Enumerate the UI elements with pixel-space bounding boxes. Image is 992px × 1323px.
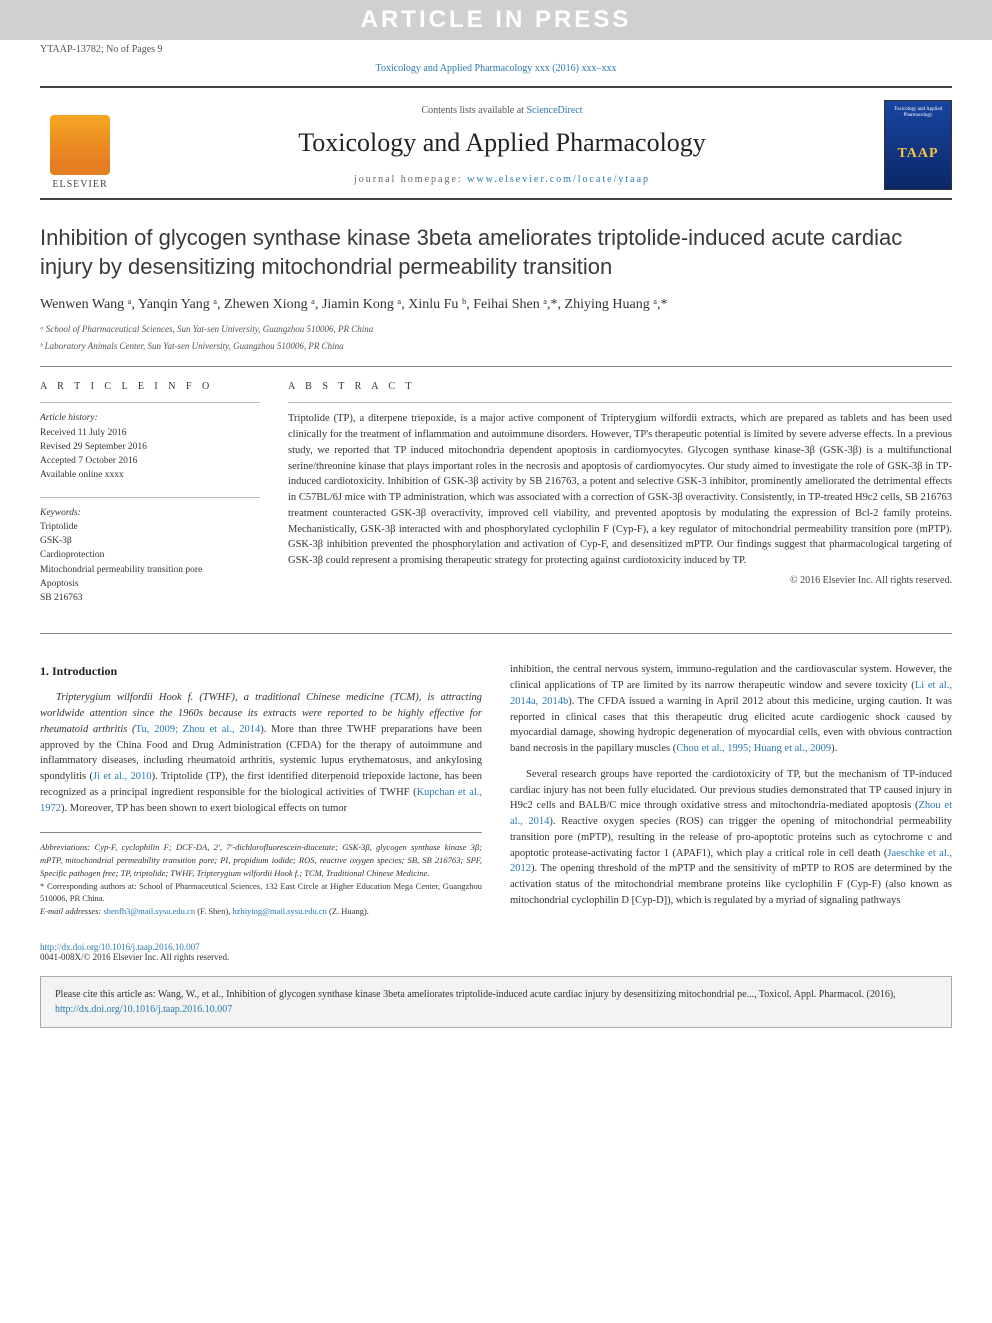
journal-top-link: Toxicology and Applied Pharmacology xxx …	[0, 59, 992, 78]
abstract-text: Triptolide (TP), a diterpene triepoxide,…	[288, 411, 952, 569]
affiliation-a: ᵃ School of Pharmaceutical Sciences, Sun…	[40, 323, 952, 336]
publisher-name: ELSEVIER	[52, 179, 107, 190]
cover-label: Toxicology and Applied Pharmacology	[885, 107, 951, 118]
contents-available: Contents lists available at ScienceDirec…	[120, 105, 884, 116]
abstract-col: A B S T R A C T Triptolide (TP), a diter…	[288, 381, 952, 619]
sciencedirect-link[interactable]: ScienceDirect	[526, 105, 582, 116]
keyword: SB 216763	[40, 591, 260, 605]
keywords-label: Keywords:	[40, 506, 260, 520]
journal-homepage: journal homepage: www.elsevier.com/locat…	[120, 174, 884, 185]
divider	[40, 366, 952, 367]
accepted-date: Accepted 7 October 2016	[40, 454, 260, 468]
keyword: Triptolide	[40, 520, 260, 534]
issn-copyright: 0041-008X/© 2016 Elsevier Inc. All right…	[40, 952, 229, 962]
elsevier-tree-icon	[50, 115, 110, 175]
journal-cover-thumb: Toxicology and Applied Pharmacology TAAP	[884, 100, 952, 190]
keywords-block: Keywords: Triptolide GSK-3β Cardioprotec…	[40, 506, 260, 606]
article-title: Inhibition of glycogen synthase kinase 3…	[40, 224, 952, 281]
abstract-divider	[288, 402, 952, 403]
elsevier-logo: ELSEVIER	[40, 100, 120, 190]
keyword: Apoptosis	[40, 577, 260, 591]
content: Inhibition of glycogen synthase kinase 3…	[0, 200, 992, 938]
email-link[interactable]: shenfh3@mail.sysu.edu.cn	[103, 906, 195, 916]
citation-box: Please cite this article as: Wang, W., e…	[40, 976, 952, 1028]
abstract-label: A B S T R A C T	[288, 381, 952, 392]
divider-2	[40, 633, 952, 634]
authors: Wenwen Wang ᵃ, Yanqin Yang ᵃ, Zhewen Xio…	[40, 297, 952, 313]
info-divider-2	[40, 497, 260, 498]
footnotes: Abbreviations: Cyp-F, cyclophilin F; DCF…	[40, 832, 482, 918]
ref-link[interactable]: Ji et al., 2010	[93, 771, 152, 782]
cite-doi-link[interactable]: http://dx.doi.org/10.1016/j.taap.2016.10…	[55, 1004, 232, 1015]
body-columns: 1. Introduction Tripterygium wilfordii H…	[40, 662, 952, 918]
info-divider	[40, 402, 260, 403]
doi-link[interactable]: http://dx.doi.org/10.1016/j.taap.2016.10…	[40, 942, 200, 952]
intro-p2: inhibition, the central nervous system, …	[510, 662, 952, 757]
journal-issue-link[interactable]: Toxicology and Applied Pharmacology xxx …	[376, 63, 617, 74]
history-label: Article history:	[40, 411, 260, 425]
journal-bar: ELSEVIER Contents lists available at Sci…	[40, 86, 952, 200]
abbreviations: Abbreviations: Cyp-F, cyclophilin F; DCF…	[40, 841, 482, 879]
header-meta: YTAAP-13782; No of Pages 9	[0, 40, 992, 59]
revised-date: Revised 29 September 2016	[40, 440, 260, 454]
intro-p3: Several research groups have reported th…	[510, 767, 952, 909]
abstract-copyright: © 2016 Elsevier Inc. All rights reserved…	[288, 575, 952, 586]
corresponding-author: * Corresponding authors at: School of Ph…	[40, 880, 482, 906]
cite-text: Please cite this article as: Wang, W., e…	[55, 989, 896, 1000]
article-info-label: A R T I C L E I N F O	[40, 381, 260, 392]
ref-link[interactable]: Tu, 2009; Zhou et al., 2014	[136, 724, 261, 735]
available-date: Available online xxxx	[40, 468, 260, 482]
article-info-col: A R T I C L E I N F O Article history: R…	[40, 381, 260, 619]
model-id: YTAAP-13782; No of Pages 9	[40, 44, 163, 55]
affiliation-b: ᵇ Laboratory Animals Center, Sun Yat-sen…	[40, 340, 952, 353]
doi-block: http://dx.doi.org/10.1016/j.taap.2016.10…	[0, 938, 992, 966]
journal-name: Toxicology and Applied Pharmacology	[120, 128, 884, 158]
info-abstract-row: A R T I C L E I N F O Article history: R…	[40, 381, 952, 619]
email-addresses: E-mail addresses: shenfh3@mail.sysu.edu.…	[40, 905, 482, 918]
in-press-banner: ARTICLE IN PRESS	[0, 0, 992, 40]
article-history: Article history: Received 11 July 2016 R…	[40, 411, 260, 482]
received-date: Received 11 July 2016	[40, 426, 260, 440]
cover-acronym: TAAP	[897, 146, 938, 162]
ref-link[interactable]: Chou et al., 1995; Huang et al., 2009	[676, 743, 831, 754]
homepage-link[interactable]: www.elsevier.com/locate/ytaap	[467, 174, 650, 185]
intro-heading: 1. Introduction	[40, 662, 482, 680]
keyword: Mitochondrial permeability transition po…	[40, 563, 260, 577]
journal-center: Contents lists available at ScienceDirec…	[120, 105, 884, 185]
intro-p1: Tripterygium wilfordii Hook f. (TWHF), a…	[40, 690, 482, 816]
email-link[interactable]: hzhiying@mail.sysu.edu.cn	[232, 906, 326, 916]
keyword: Cardioprotection	[40, 548, 260, 562]
keyword: GSK-3β	[40, 534, 260, 548]
banner-text: ARTICLE IN PRESS	[361, 6, 632, 33]
